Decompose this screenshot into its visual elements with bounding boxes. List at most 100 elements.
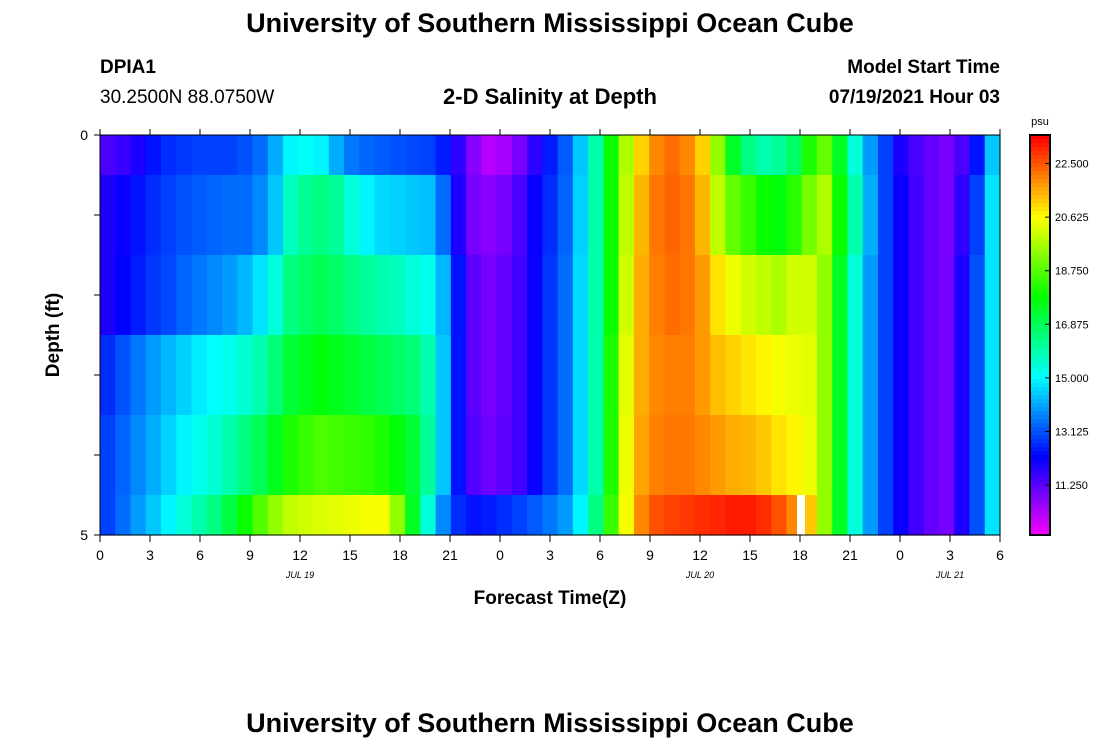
x-tick-label: 6 bbox=[196, 547, 204, 563]
station-coords: 30.2500N 88.0750W bbox=[100, 87, 275, 108]
heatmap-cell bbox=[679, 175, 696, 256]
heatmap-cell bbox=[405, 255, 421, 336]
colorbar-swatch bbox=[1030, 467, 1050, 472]
y-axis: 05 bbox=[80, 127, 100, 543]
colorbar-swatch bbox=[1030, 259, 1050, 264]
heatmap-cell bbox=[496, 135, 513, 176]
heatmap-cell bbox=[405, 495, 421, 536]
colorbar-swatch bbox=[1030, 491, 1050, 496]
heatmap-cell bbox=[161, 255, 177, 336]
colorbar-swatch bbox=[1030, 183, 1050, 188]
heatmap-cell bbox=[313, 495, 330, 536]
heatmap-cell bbox=[405, 175, 421, 256]
heatmap-cell bbox=[237, 415, 254, 496]
heatmap-cell bbox=[771, 495, 788, 536]
heatmap-cell bbox=[511, 135, 528, 176]
page-title: University of Southern Mississippi Ocean… bbox=[246, 8, 854, 38]
heatmap-cell bbox=[496, 335, 513, 416]
x-tick-label: 0 bbox=[496, 547, 504, 563]
heatmap-cell bbox=[649, 175, 665, 256]
colorbar-swatch bbox=[1030, 163, 1050, 168]
heatmap-cell bbox=[267, 255, 284, 336]
heatmap-cell bbox=[923, 495, 940, 536]
heatmap-cell bbox=[298, 255, 315, 336]
heatmap-cell bbox=[679, 135, 696, 176]
heatmap-cell bbox=[130, 255, 147, 336]
colorbar-swatch bbox=[1030, 463, 1050, 468]
heatmap-cell bbox=[176, 415, 193, 496]
heatmap-cell bbox=[450, 335, 467, 416]
heatmap-cell bbox=[572, 175, 589, 256]
heatmap-cell bbox=[771, 135, 788, 176]
heatmap-cell bbox=[588, 495, 604, 536]
colorbar-swatch bbox=[1030, 439, 1050, 444]
heatmap-cell bbox=[130, 135, 147, 176]
heatmap-cell bbox=[130, 495, 147, 536]
heatmap-cell bbox=[816, 335, 833, 416]
heatmap-cell bbox=[938, 495, 955, 536]
colorbar-swatch bbox=[1030, 379, 1050, 384]
colorbar-tick-label: 18.750 bbox=[1055, 266, 1089, 278]
heatmap-cell bbox=[694, 335, 711, 416]
colorbar-swatch bbox=[1030, 203, 1050, 208]
heatmap-cell bbox=[222, 495, 238, 536]
heatmap-cell bbox=[710, 255, 727, 336]
heatmap-cell bbox=[222, 335, 238, 416]
colorbar-tick-label: 22.500 bbox=[1055, 159, 1089, 171]
colorbar-swatch bbox=[1030, 443, 1050, 448]
colorbar-swatch bbox=[1030, 479, 1050, 484]
heatmap-cell bbox=[588, 415, 604, 496]
heatmap-cell bbox=[511, 495, 528, 536]
heatmap-cell bbox=[832, 335, 849, 416]
colorbar-swatch bbox=[1030, 231, 1050, 236]
heatmap-cell bbox=[633, 255, 650, 336]
heatmap-cell bbox=[283, 135, 299, 176]
colorbar-swatch bbox=[1030, 471, 1050, 476]
heatmap-cell bbox=[100, 175, 116, 256]
heatmap-cell bbox=[755, 175, 772, 256]
heatmap-cell bbox=[801, 135, 818, 176]
colorbar-swatch bbox=[1030, 435, 1050, 440]
heatmap-cell bbox=[252, 175, 269, 256]
model-start-label: Model Start Time bbox=[847, 57, 1000, 78]
heatmap-cell bbox=[161, 495, 177, 536]
heatmap-cell bbox=[176, 335, 193, 416]
heatmap-cell bbox=[740, 415, 757, 496]
colorbar-frame bbox=[1029, 134, 1051, 536]
colorbar-swatch bbox=[1030, 187, 1050, 192]
heatmap-cell bbox=[542, 335, 559, 416]
heatmap-cell bbox=[572, 495, 589, 536]
x-tick-label: 9 bbox=[646, 547, 654, 563]
colorbar-swatch bbox=[1030, 427, 1050, 432]
heatmap-cell bbox=[862, 255, 879, 336]
x-axis-label: Forecast Time(Z) bbox=[474, 588, 627, 609]
colorbar-swatch bbox=[1030, 275, 1050, 280]
colorbar-swatch bbox=[1030, 407, 1050, 412]
heatmap-cell bbox=[710, 335, 727, 416]
heatmap-cell bbox=[450, 495, 467, 536]
colorbar-swatch bbox=[1030, 363, 1050, 368]
heatmap-cell bbox=[847, 415, 864, 496]
colorbar-swatch bbox=[1030, 283, 1050, 288]
heatmap-cell bbox=[725, 335, 742, 416]
colorbar-swatch bbox=[1030, 367, 1050, 372]
heatmap-cell bbox=[313, 135, 330, 176]
heatmap-cell bbox=[252, 495, 269, 536]
heatmap-cell bbox=[145, 415, 162, 496]
heatmap-cell bbox=[984, 415, 1001, 496]
heatmap-cell bbox=[130, 415, 147, 496]
heatmap-cell bbox=[389, 135, 406, 176]
heatmap-cell bbox=[450, 255, 467, 336]
heatmap-cell bbox=[161, 135, 177, 176]
heatmap-cell bbox=[633, 415, 650, 496]
heatmap-cell bbox=[832, 495, 849, 536]
heatmap-cell bbox=[206, 135, 223, 176]
heatmap-cell bbox=[923, 135, 940, 176]
heatmap-cell bbox=[542, 415, 559, 496]
heatmap-cell bbox=[877, 135, 894, 176]
colorbar-swatch bbox=[1030, 455, 1050, 460]
heatmap-cell bbox=[267, 335, 284, 416]
colorbar-swatch bbox=[1030, 507, 1050, 512]
heatmap-cell bbox=[206, 255, 223, 336]
heatmap-cell bbox=[832, 175, 849, 256]
